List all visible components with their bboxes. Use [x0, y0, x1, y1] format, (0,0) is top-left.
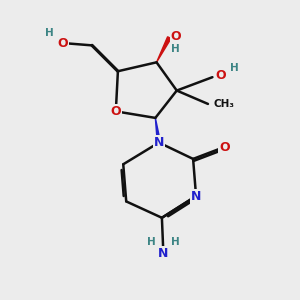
Text: N: N [154, 136, 164, 149]
Text: N: N [191, 190, 201, 202]
Text: H: H [230, 63, 239, 73]
Text: O: O [57, 37, 68, 50]
Polygon shape [155, 118, 160, 143]
Text: H: H [146, 237, 155, 247]
Text: O: O [110, 105, 121, 118]
Text: H: H [172, 237, 180, 247]
Polygon shape [157, 37, 171, 62]
Text: H: H [45, 28, 53, 38]
Text: CH₃: CH₃ [213, 99, 234, 109]
Text: O: O [170, 30, 181, 43]
Text: O: O [215, 69, 226, 82]
Text: H: H [172, 44, 180, 54]
Text: O: O [219, 140, 230, 154]
Text: N: N [158, 247, 169, 260]
